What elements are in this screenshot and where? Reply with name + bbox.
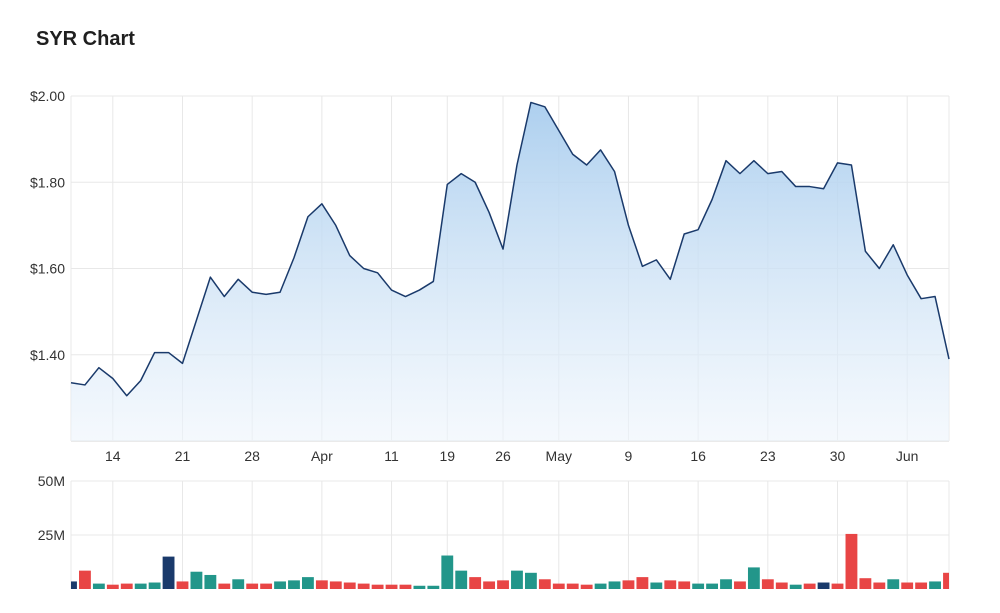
volume-bar — [678, 581, 691, 589]
volume-bar — [232, 579, 245, 589]
volume-bar — [734, 581, 746, 589]
price-area-layer — [70, 101, 950, 441]
x-tick-label: 11 — [384, 448, 399, 464]
volume-bar — [120, 583, 133, 589]
volume-bar — [664, 580, 677, 589]
x-tick-label: 30 — [830, 448, 846, 464]
x-tick-label: 26 — [495, 448, 511, 464]
volume-bar — [343, 582, 356, 589]
volume-grid — [70, 480, 950, 589]
volume-bar — [148, 582, 161, 589]
volume-bar — [246, 583, 259, 589]
volume-bar — [859, 578, 872, 589]
volume-bar — [915, 582, 928, 589]
volume-bar — [399, 584, 412, 589]
x-tick-label: 14 — [105, 448, 121, 464]
volume-tick-label: 50M — [38, 473, 65, 489]
volume-y-axis: 50M 25M — [38, 473, 65, 543]
x-tick-label: Apr — [311, 448, 333, 464]
volume-bar — [455, 570, 468, 589]
x-tick-label: 28 — [244, 448, 260, 464]
volume-bar — [71, 581, 77, 589]
volume-bar — [427, 585, 440, 589]
volume-bar — [817, 582, 830, 589]
volume-bar — [288, 580, 300, 589]
volume-bar — [315, 580, 328, 589]
volume-bar — [106, 584, 119, 589]
volume-bar — [497, 580, 509, 589]
volume-bar — [176, 581, 189, 589]
x-axis: 14 21 28 Apr 11 19 26 May 9 16 23 30 Jun — [105, 448, 918, 464]
volume-bar — [260, 583, 273, 589]
x-tick-label: Jun — [896, 448, 919, 464]
volume-bar — [538, 579, 551, 589]
volume-bar — [552, 583, 565, 589]
volume-bar — [887, 579, 900, 589]
volume-bar — [845, 533, 858, 589]
volume-bar — [218, 583, 231, 589]
x-tick-label: 9 — [625, 448, 633, 464]
volume-bar — [775, 582, 788, 589]
volume-bar — [134, 583, 147, 589]
volume-bar — [803, 583, 816, 589]
volume-bar — [650, 582, 663, 589]
price-y-axis: $2.00 $1.80 $1.60 $1.40 — [30, 88, 65, 363]
volume-bar — [79, 570, 91, 589]
volume-bar — [301, 577, 314, 589]
volume-bar — [608, 581, 621, 589]
price-area-fill — [71, 102, 949, 441]
volume-bar — [831, 583, 844, 589]
volume-bar — [371, 584, 384, 589]
volume-bar — [594, 583, 607, 589]
volume-bar — [580, 584, 593, 589]
price-tick-label: $1.80 — [30, 174, 65, 190]
volume-bar — [190, 571, 203, 589]
x-tick-label: May — [546, 448, 572, 464]
volume-bar — [162, 556, 175, 589]
volume-bar — [413, 585, 426, 589]
volume-bar — [720, 579, 732, 589]
price-line — [70, 101, 950, 397]
volume-bar — [692, 583, 705, 589]
volume-bar — [901, 582, 914, 589]
volume-bar — [329, 581, 342, 589]
volume-bar — [483, 581, 496, 589]
volume-bar — [92, 583, 105, 589]
volume-bar — [566, 583, 579, 589]
volume-bar — [943, 572, 949, 589]
price-tick-label: $2.00 — [30, 88, 65, 104]
x-tick-label: 23 — [760, 448, 776, 464]
volume-bar — [441, 555, 454, 589]
volume-bar — [761, 579, 774, 589]
volume-bar — [873, 582, 886, 589]
volume-bar — [747, 567, 760, 589]
volume-bar — [357, 583, 370, 589]
volume-bar — [385, 584, 398, 589]
volume-bar — [636, 577, 649, 589]
x-tick-label: 21 — [175, 448, 191, 464]
volume-bar — [929, 581, 941, 589]
price-tick-label: $1.40 — [30, 347, 65, 363]
volume-tick-label: 25M — [38, 527, 65, 543]
x-tick-label: 16 — [690, 448, 706, 464]
volume-bar — [469, 577, 482, 589]
volume-bar — [524, 572, 537, 589]
x-tick-label: 19 — [439, 448, 455, 464]
volume-bar — [789, 584, 802, 589]
chart-title: SYR Chart — [36, 28, 135, 50]
volume-bar — [274, 581, 286, 589]
volume-bars — [71, 533, 949, 589]
volume-bar — [511, 570, 523, 589]
price-tick-label: $1.60 — [30, 261, 65, 277]
volume-bar — [204, 574, 217, 589]
volume-bar — [622, 580, 635, 589]
volume-bar — [706, 583, 719, 589]
